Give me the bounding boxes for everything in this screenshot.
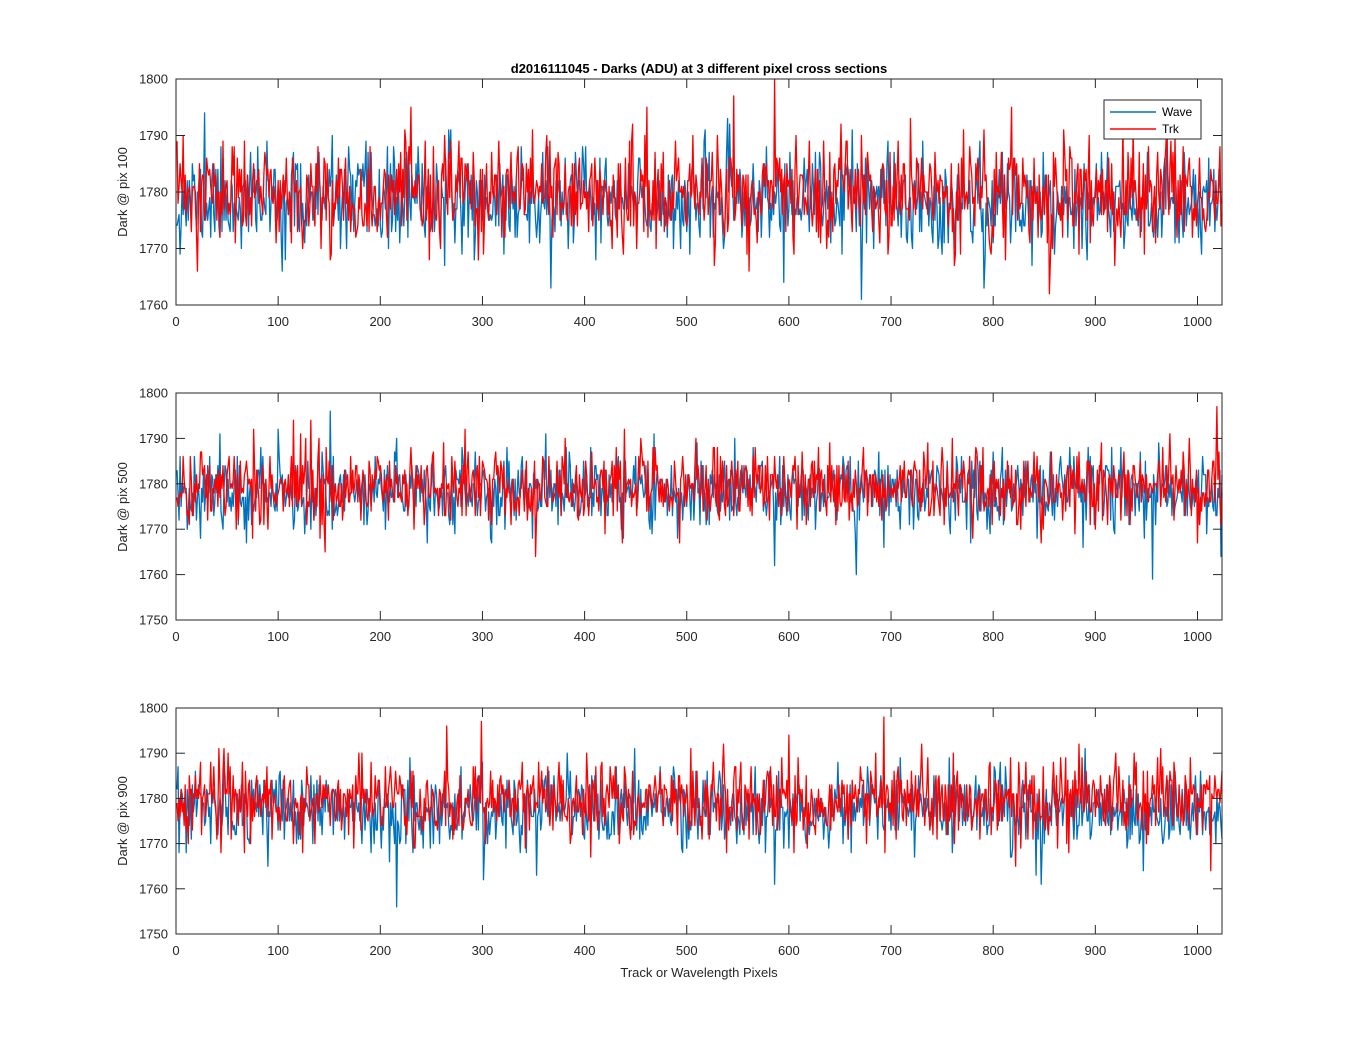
subplot-pix-900: 0 100 200 300 400 500 600 700 800 900 1000 1750 1760… (139, 701, 1223, 958)
x-tick-label: 400 (574, 314, 596, 329)
x-tick-label: 800 (982, 629, 1004, 644)
x-tick-label: 400 (574, 943, 596, 958)
x-tick-label: 1000 (1183, 629, 1212, 644)
y-tick-label: 1780 (139, 185, 168, 200)
y-tick-label: 1770 (139, 836, 168, 851)
x-tick-label: 200 (369, 629, 391, 644)
subplot-pix-500: 0 100 200 300 400 500 600 700 800 900 1000 1750 1760… (139, 386, 1223, 644)
x-tick-label: 0 (172, 943, 179, 958)
y-tick-label: 1800 (139, 701, 168, 716)
x-tick-label: 600 (778, 943, 800, 958)
series-line-trk (176, 716, 1223, 872)
x-tick-label: 100 (267, 314, 289, 329)
y-axis-label-pix-100: Dark @ pix 100 (115, 147, 130, 237)
y-tick-label: 1780 (139, 791, 168, 806)
axes-frame (175, 707, 1223, 935)
series-line-trk (176, 78, 1223, 295)
y-tick-label: 1770 (139, 522, 168, 537)
y-tick-label: 1770 (139, 241, 168, 256)
y-tick-label: 1790 (139, 128, 168, 143)
x-tick-label: 200 (369, 943, 391, 958)
y-axis-label-pix-500: Dark @ pix 500 (115, 462, 130, 552)
x-tick-label: 500 (676, 314, 698, 329)
x-tick-label: 900 (1084, 943, 1106, 958)
y-tick-label: 1790 (139, 431, 168, 446)
y-tick-label: 1800 (139, 386, 168, 401)
y-tick-label: 1790 (139, 746, 168, 761)
x-tick-label: 900 (1084, 629, 1106, 644)
y-tick-label: 1760 (139, 298, 168, 313)
x-tick-label: 800 (982, 314, 1004, 329)
x-tick-label: 1000 (1183, 943, 1212, 958)
x-tick-label: 500 (676, 943, 698, 958)
x-tick-label: 300 (472, 943, 494, 958)
x-tick-label: 400 (574, 629, 596, 644)
chart-title: d2016111045 - Darks (ADU) at 3 different… (511, 61, 887, 76)
x-tick-label: 600 (778, 629, 800, 644)
x-tick-label: 900 (1084, 314, 1106, 329)
y-tick-label: 1800 (139, 72, 168, 87)
y-tick-label: 1750 (139, 613, 168, 628)
x-tick-label: 0 (172, 629, 179, 644)
legend: Wave Trk (1103, 99, 1202, 140)
x-tick-label: 300 (472, 314, 494, 329)
y-tick-label: 1780 (139, 476, 168, 491)
x-tick-label: 500 (676, 629, 698, 644)
x-tick-label: 600 (778, 314, 800, 329)
x-tick-label: 700 (880, 943, 902, 958)
y-tick-label: 1760 (139, 567, 168, 582)
y-tick-label: 1760 (139, 881, 168, 896)
x-tick-label: 800 (982, 943, 1004, 958)
subplot-pix-100: 0 100 200 300 400 500 600 700 800 900 1000 1760 1770… (139, 72, 1223, 329)
x-tick-label: 1000 (1183, 314, 1212, 329)
x-tick-label: 200 (369, 314, 391, 329)
y-axis-label-pix-900: Dark @ pix 900 (115, 776, 130, 866)
x-tick-label: 100 (267, 629, 289, 644)
x-tick-label: 300 (472, 629, 494, 644)
y-tick-label: 1750 (139, 927, 168, 942)
x-tick-label: 700 (880, 629, 902, 644)
x-tick-label: 0 (172, 314, 179, 329)
series-line-trk (176, 405, 1223, 558)
x-axis-label: Track or Wavelength Pixels (620, 965, 778, 980)
axes-frame (175, 392, 1223, 621)
x-tick-label: 100 (267, 943, 289, 958)
legend-entry-trk: Trk (1162, 122, 1180, 136)
x-tick-label: 700 (880, 314, 902, 329)
legend-entry-wave: Wave (1162, 105, 1193, 119)
legend-box (1103, 99, 1202, 140)
